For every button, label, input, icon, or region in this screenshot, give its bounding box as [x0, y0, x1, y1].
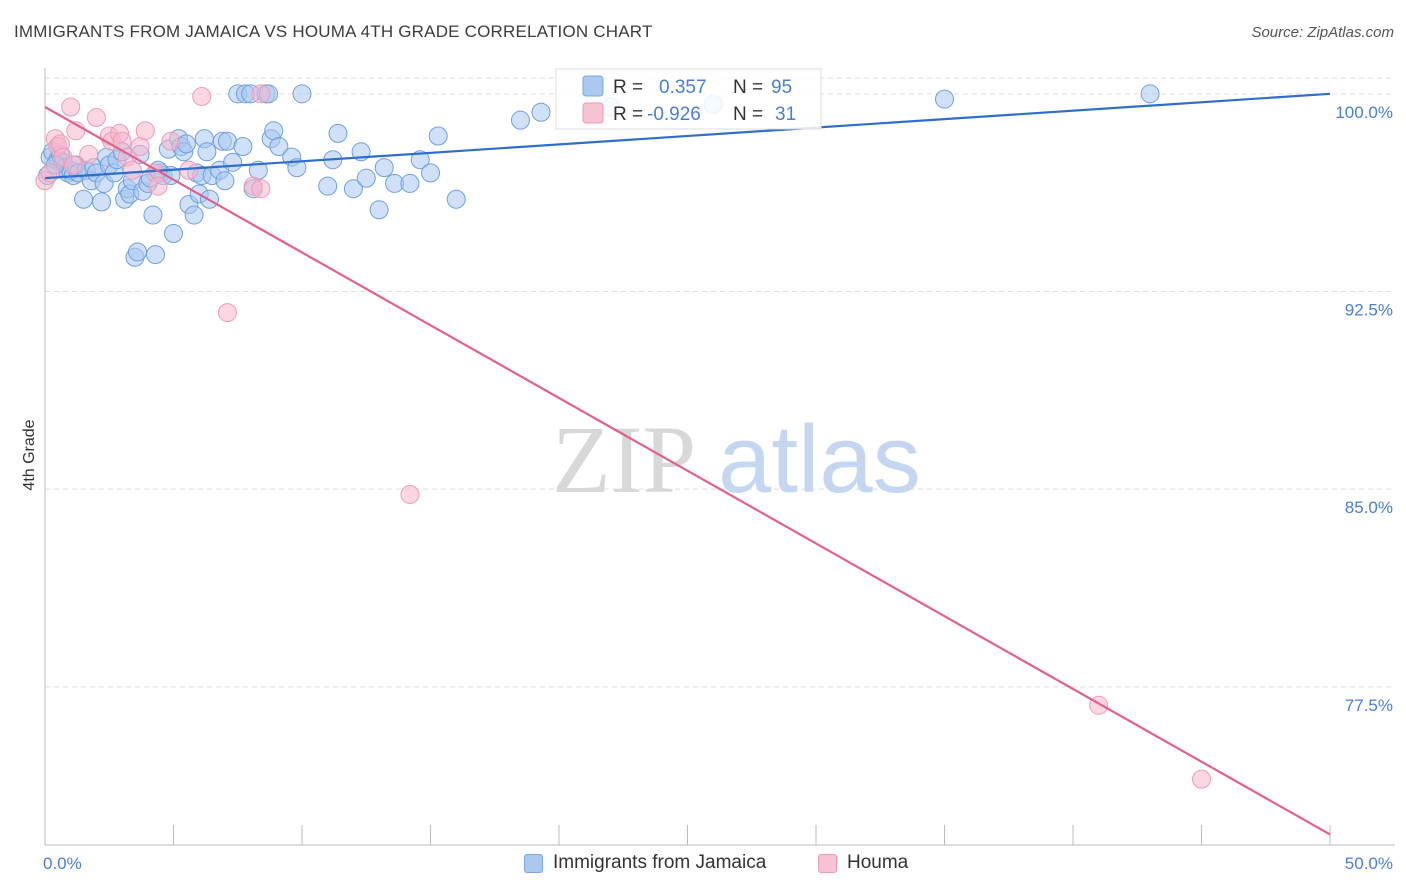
point-s0-91: [1140, 84, 1160, 104]
legend-r-label-1: R =: [613, 77, 643, 98]
chart-title: IMMIGRANTS FROM JAMAICA VS HOUMA 4TH GRA…: [14, 22, 653, 41]
y-axis-label: 4th Grade: [21, 419, 38, 490]
point-s0-16: [92, 192, 112, 212]
legend-n-label-1: N =: [733, 77, 763, 98]
point-s1-6: [61, 97, 81, 117]
trend-line-1: [44, 106, 1331, 836]
x-tick-label-0: 0.0%: [43, 854, 82, 873]
point-s0-85: [446, 189, 466, 209]
tick-labels: 100.0% 92.5% 85.0% 77.5% 0.0% 50.0%: [43, 103, 1393, 873]
legend-item-houma: Houma: [818, 852, 908, 874]
point-s0-33: [143, 205, 163, 225]
y-tick-label-1: 92.5%: [1345, 300, 1393, 319]
point-s0-87: [531, 102, 551, 122]
point-s0-45: [184, 205, 204, 225]
legend-n-value-1: 95: [771, 77, 792, 98]
legend-r-value-2: -0.926: [647, 104, 701, 125]
legend-r-value-1: 0.357: [659, 77, 707, 98]
legend-swatch-pink: [582, 102, 604, 124]
source-label: Source: ZipAtlas.com: [1251, 24, 1394, 41]
point-s1-24: [217, 303, 237, 323]
y-tick-label-3: 77.5%: [1345, 696, 1393, 715]
point-s0-57: [223, 152, 243, 172]
point-s0-74: [328, 123, 348, 143]
point-s1-9: [79, 144, 99, 164]
point-s0-68: [269, 137, 289, 157]
point-s1-17: [130, 137, 150, 157]
point-s0-84: [428, 126, 448, 146]
point-s0-86: [510, 110, 530, 130]
point-s0-70: [287, 158, 307, 178]
point-s1-27: [251, 84, 271, 104]
point-s0-77: [356, 168, 376, 188]
point-s0-78: [369, 200, 389, 220]
point-s0-90: [935, 89, 954, 109]
legend-swatch-houma: [818, 853, 837, 873]
legend-n-label-2: N =: [733, 104, 763, 125]
point-s0-34: [146, 245, 166, 265]
legend-swatch-jamaica: [524, 853, 543, 873]
point-s0-55: [215, 171, 235, 191]
point-s0-11: [74, 189, 94, 209]
legend-r-label-2: R =: [613, 104, 643, 125]
point-s1-7: [63, 155, 83, 175]
point-s0-83: [421, 163, 440, 183]
point-s1-1: [40, 163, 60, 183]
point-s1-18: [135, 121, 155, 141]
point-s1-16: [122, 160, 142, 180]
grid-lines: [45, 77, 1395, 688]
y-tick-label-2: 85.0%: [1345, 498, 1393, 517]
point-s0-39: [164, 224, 183, 244]
point-s1-30: [1192, 769, 1211, 789]
legend-n-value-2: 31: [775, 104, 796, 125]
series-legend: Immigrants from Jamaica Houma: [0, 852, 1406, 878]
correlation-legend: R = 0.357 N = 95 R = -0.926 N = 31: [555, 68, 822, 130]
legend-item-jamaica: Immigrants from Jamaica: [524, 852, 766, 874]
point-s1-22: [179, 160, 199, 180]
point-s1-20: [148, 176, 168, 196]
legend-swatch-blue: [582, 75, 604, 97]
point-s0-71: [292, 84, 312, 104]
point-s0-81: [400, 173, 420, 193]
trend-line-0: [44, 92, 1331, 180]
y-tick-label-0: 100.0%: [1335, 103, 1393, 122]
legend-label-houma: Houma: [847, 852, 909, 873]
point-s1-10: [86, 108, 106, 128]
point-s0-82: [410, 150, 430, 170]
point-s0-59: [233, 137, 253, 157]
point-s1-28: [400, 484, 420, 504]
point-s0-79: [374, 158, 394, 178]
point-s1-23: [192, 86, 212, 106]
point-s0-28: [128, 242, 148, 262]
legend-label-jamaica: Immigrants from Jamaica: [553, 852, 767, 873]
x-tick-label-1: 50.0%: [1345, 854, 1393, 873]
trend-lines: [44, 92, 1331, 836]
point-s0-75: [343, 179, 363, 199]
point-s1-26: [251, 179, 271, 199]
axes: [44, 68, 1395, 846]
point-s1-21: [161, 131, 181, 151]
point-s0-67: [264, 121, 284, 141]
watermark-atlas: atlas: [718, 406, 921, 513]
point-s0-72: [318, 176, 338, 196]
point-s0-50: [197, 142, 217, 162]
watermark-zip: ZIP: [552, 406, 696, 513]
